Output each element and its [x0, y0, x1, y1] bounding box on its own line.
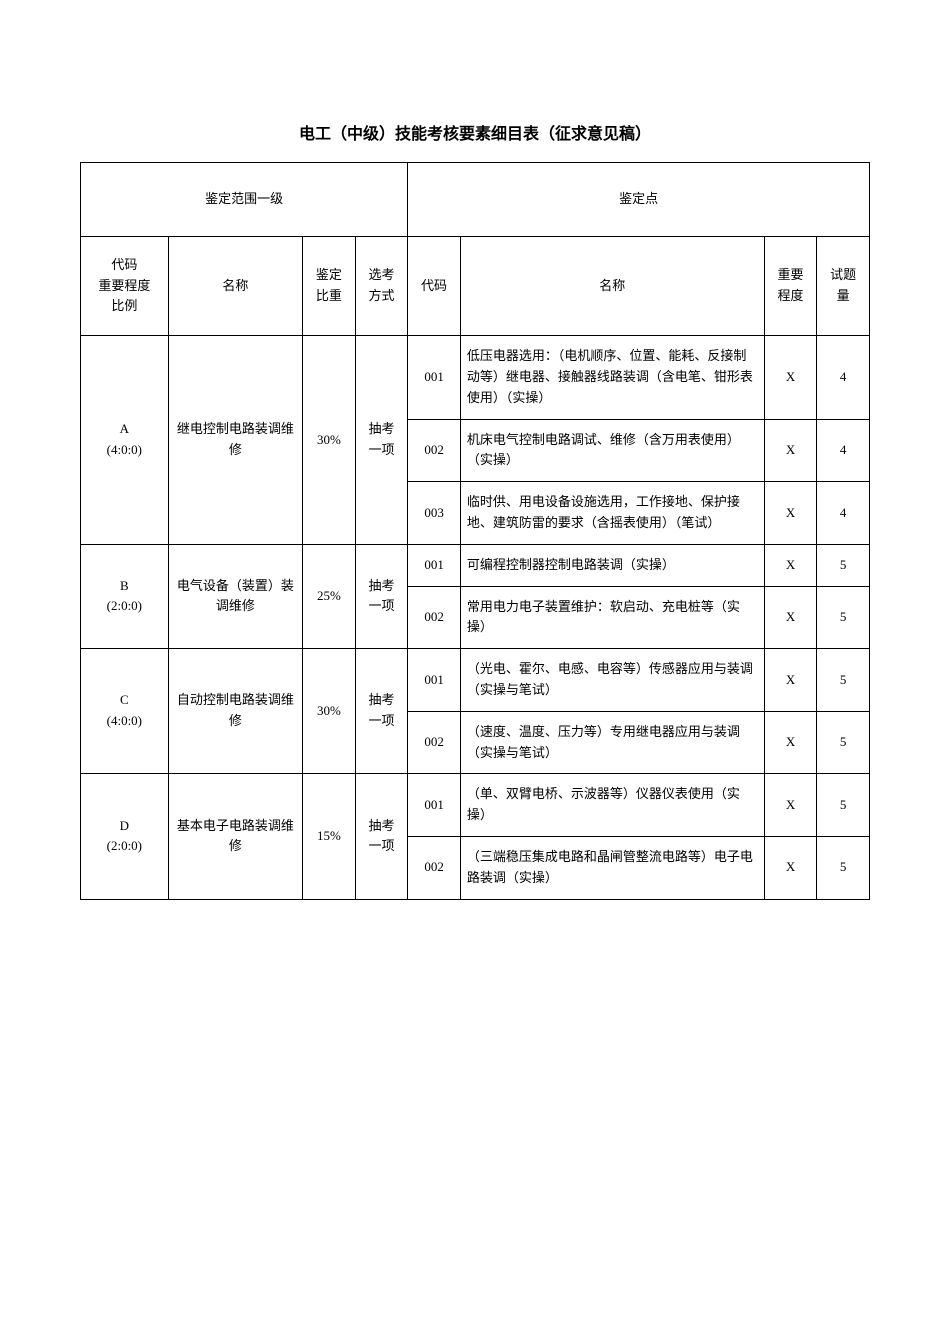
section-method: 抽考 一项 — [355, 544, 408, 648]
point-code: 002 — [408, 836, 461, 899]
table-row: D (2:0:0) 基本电子电路装调维修 15% 抽考 一项 001 （单、双臂… — [81, 774, 870, 837]
point-qty: 5 — [817, 836, 870, 899]
section-name: 自动控制电路装调维修 — [168, 649, 302, 774]
point-name: 常用电力电子装置维护：软启动、充电桩等（实操） — [460, 586, 764, 649]
point-qty: 5 — [817, 774, 870, 837]
point-qty: 5 — [817, 544, 870, 586]
header-assessment-ratio: 鉴定 比重 — [303, 236, 356, 335]
point-name: 临时供、用电设备设施选用，工作接地、保护接地、建筑防雷的要求（含摇表使用）（笔试… — [460, 482, 764, 545]
point-name: （单、双臂电桥、示波器等）仪器仪表使用（实操） — [460, 774, 764, 837]
point-name: 可编程控制器控制电路装调（实操） — [460, 544, 764, 586]
point-importance: X — [764, 544, 817, 586]
point-qty: 4 — [817, 482, 870, 545]
section-name: 电气设备（装置）装调维修 — [168, 544, 302, 648]
section-method: 抽考 一项 — [355, 336, 408, 545]
header-question-qty: 试题 量 — [817, 236, 870, 335]
section-code: A (4:0:0) — [81, 336, 169, 545]
section-code: B (2:0:0) — [81, 544, 169, 648]
point-qty: 5 — [817, 586, 870, 649]
point-importance: X — [764, 586, 817, 649]
section-method: 抽考 一项 — [355, 649, 408, 774]
section-method: 抽考 一项 — [355, 774, 408, 899]
header-name-left: 名称 — [168, 236, 302, 335]
section-ratio: 30% — [303, 336, 356, 545]
point-name: （速度、温度、压力等）专用继电器应用与装调（实操与笔试） — [460, 711, 764, 774]
point-importance: X — [764, 482, 817, 545]
header-importance: 重要 程度 — [764, 236, 817, 335]
point-code: 002 — [408, 586, 461, 649]
section-name: 基本电子电路装调维修 — [168, 774, 302, 899]
point-importance: X — [764, 711, 817, 774]
section-code: D (2:0:0) — [81, 774, 169, 899]
page-title: 电工（中级）技能考核要素细目表（征求意见稿） — [80, 120, 870, 144]
point-importance: X — [764, 649, 817, 712]
section-ratio: 25% — [303, 544, 356, 648]
point-importance: X — [764, 774, 817, 837]
point-name: （三端稳压集成电路和晶闸管整流电路等）电子电路装调（实操） — [460, 836, 764, 899]
point-code: 002 — [408, 419, 461, 482]
table-row: B (2:0:0) 电气设备（装置）装调维修 25% 抽考 一项 001 可编程… — [81, 544, 870, 586]
point-code: 001 — [408, 774, 461, 837]
point-name: 机床电气控制电路调试、维修（含万用表使用）（实操） — [460, 419, 764, 482]
table-row: A (4:0:0) 继电控制电路装调维修 30% 抽考 一项 001 低压电器选… — [81, 336, 870, 419]
point-code: 001 — [408, 336, 461, 419]
section-ratio: 30% — [303, 649, 356, 774]
table-row: C (4:0:0) 自动控制电路装调维修 30% 抽考 一项 001 （光电、霍… — [81, 649, 870, 712]
header-name-right: 名称 — [460, 236, 764, 335]
point-code: 003 — [408, 482, 461, 545]
header-selection-method: 选考 方式 — [355, 236, 408, 335]
header-row-sub: 代码 重要程度 比例 名称 鉴定 比重 选考 方式 代码 名称 重要 程度 试题… — [81, 236, 870, 335]
point-qty: 5 — [817, 649, 870, 712]
header-code-right: 代码 — [408, 236, 461, 335]
point-code: 002 — [408, 711, 461, 774]
section-ratio: 15% — [303, 774, 356, 899]
section-name: 继电控制电路装调维修 — [168, 336, 302, 545]
point-importance: X — [764, 419, 817, 482]
header-scope-level-1: 鉴定范围一级 — [81, 163, 408, 237]
point-importance: X — [764, 336, 817, 419]
point-qty: 4 — [817, 419, 870, 482]
header-row-main: 鉴定范围一级 鉴定点 — [81, 163, 870, 237]
point-qty: 5 — [817, 711, 870, 774]
point-name: （光电、霍尔、电感、电容等）传感器应用与装调（实操与笔试） — [460, 649, 764, 712]
section-code: C (4:0:0) — [81, 649, 169, 774]
header-code-importance-ratio: 代码 重要程度 比例 — [81, 236, 169, 335]
point-importance: X — [764, 836, 817, 899]
point-name: 低压电器选用：（电机顺序、位置、能耗、反接制动等）继电器、接触器线路装调（含电笔… — [460, 336, 764, 419]
point-code: 001 — [408, 649, 461, 712]
header-assessment-point: 鉴定点 — [408, 163, 870, 237]
assessment-table: 鉴定范围一级 鉴定点 代码 重要程度 比例 名称 鉴定 比重 选考 方式 代码 … — [80, 162, 870, 900]
point-code: 001 — [408, 544, 461, 586]
point-qty: 4 — [817, 336, 870, 419]
